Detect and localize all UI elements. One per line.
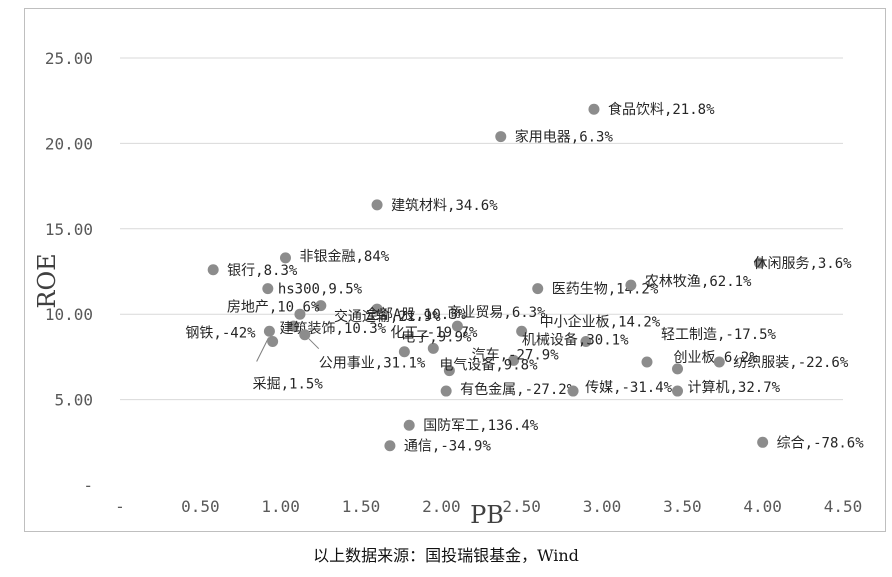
data-point xyxy=(398,346,410,358)
x-axis-title: PB xyxy=(470,501,504,529)
y-tick-label: 15.00 xyxy=(45,220,93,239)
data-point xyxy=(427,342,439,354)
data-point xyxy=(294,308,306,320)
point-label: 电气设备,9.8% xyxy=(439,357,538,374)
point-label: 钢铁,-42% xyxy=(185,325,256,341)
leader-line xyxy=(308,338,320,350)
data-point xyxy=(263,325,275,337)
point-label: 银行,8.3% xyxy=(227,263,298,279)
point-label: 休闲服务,3.6% xyxy=(753,256,852,272)
data-point xyxy=(625,279,637,291)
data-point xyxy=(516,325,528,337)
point-label: 全部A股,10.3% xyxy=(365,306,467,323)
data-point xyxy=(288,320,300,332)
point-label: 采掘,1.5% xyxy=(253,377,324,393)
data-point xyxy=(495,131,507,143)
point-label: 综合,-78.6% xyxy=(777,435,865,451)
point-label: 电子,9.9% xyxy=(401,329,472,345)
data-point xyxy=(757,436,769,448)
y-tick-label: 25.00 xyxy=(45,49,93,68)
scatter-chart: - 5.00 10.00 15.00 20.00 25.00 - 0.50 1.00 1.50 2.… xyxy=(33,49,864,529)
data-point xyxy=(371,199,383,211)
grid-layer xyxy=(120,57,843,401)
data-point xyxy=(443,365,455,377)
chart-frame: - 5.00 10.00 15.00 20.00 25.00 - 0.50 1.00 1.50 2.… xyxy=(24,8,886,532)
point-label: 有色金属,-27.2% xyxy=(460,381,576,398)
point-label: 汽车,-27.9% xyxy=(472,346,560,363)
y-tick-label: 10.00 xyxy=(45,305,93,324)
point-label: 公用事业,31.1% xyxy=(319,356,426,372)
point-label: 轻工制造,-17.5% xyxy=(661,327,777,343)
point-label: 房地产,10.6% xyxy=(227,300,320,316)
x-tick-label: - xyxy=(115,497,125,516)
x-tick-label: 3.00 xyxy=(583,497,622,516)
data-point xyxy=(672,385,684,397)
source-caption: 以上数据来源：国投瑞银基金，Wind xyxy=(313,546,579,565)
point-label: 农林牧渔,62.1% xyxy=(645,274,752,290)
data-point xyxy=(588,103,600,115)
point-layer: 食品饮料,21.8% 家用电器,6.3% 建筑材料,34.6% 非银金融,84%银行,… xyxy=(185,101,864,454)
point-label: 医药生物,14.2% xyxy=(552,282,659,298)
point-label: 纺织服装,-22.6% xyxy=(733,355,849,371)
y-tick-label: - xyxy=(83,476,93,495)
point-label: 交通运输,21.9% xyxy=(334,308,441,325)
data-point xyxy=(641,356,653,368)
data-point xyxy=(299,329,311,341)
x-tick-label: 0.50 xyxy=(181,497,220,516)
point-label: 传媒,-31.4% xyxy=(585,380,673,396)
data-point xyxy=(713,356,725,368)
tick-layer: - 5.00 10.00 15.00 20.00 25.00 - 0.50 1.00 1.50 2.… xyxy=(45,49,862,516)
point-label: 建筑材料,34.6% xyxy=(391,198,498,214)
data-point xyxy=(384,440,396,452)
x-tick-label: 3.50 xyxy=(663,497,702,516)
data-point xyxy=(567,385,579,397)
data-point xyxy=(753,257,765,269)
data-point xyxy=(580,336,592,348)
data-point xyxy=(315,300,327,312)
data-point xyxy=(267,336,279,348)
point-label: 食品饮料,21.8% xyxy=(608,101,715,118)
point-label: 机械设备,30.1% xyxy=(522,332,629,349)
data-point xyxy=(440,385,452,397)
data-point xyxy=(207,264,219,276)
y-tick-label: 20.00 xyxy=(45,134,93,153)
point-label: 家用电器,6.3% xyxy=(515,129,614,146)
point-label: 计算机,32.7% xyxy=(688,380,781,396)
y-axis-title: ROE xyxy=(33,253,61,308)
data-point xyxy=(672,363,684,375)
leader-line xyxy=(256,337,270,362)
point-label: 通信,-34.9% xyxy=(404,439,492,455)
data-point xyxy=(403,419,415,431)
x-tick-label: 2.50 xyxy=(502,497,541,516)
data-point xyxy=(451,320,463,332)
point-label: 中小企业板,14.2% xyxy=(540,313,661,330)
x-tick-label: 4.00 xyxy=(743,497,782,516)
data-point xyxy=(262,283,274,295)
point-label: 非银金融,84% xyxy=(299,249,389,265)
data-point xyxy=(279,252,291,264)
x-tick-label: 2.00 xyxy=(422,497,461,516)
data-point xyxy=(532,283,544,295)
data-point xyxy=(371,303,383,315)
point-label: 商业贸易,6.3% xyxy=(447,305,546,321)
point-label: hs300,9.5% xyxy=(278,282,363,298)
point-label: 国防军工,136.4% xyxy=(423,418,539,434)
y-tick-label: 5.00 xyxy=(54,391,93,410)
point-label: 建筑装饰,10.3% xyxy=(280,321,387,337)
x-tick-label: 1.50 xyxy=(342,497,381,516)
x-tick-label: 1.00 xyxy=(261,497,300,516)
data-point xyxy=(508,354,520,366)
x-tick-label: 4.50 xyxy=(824,497,863,516)
